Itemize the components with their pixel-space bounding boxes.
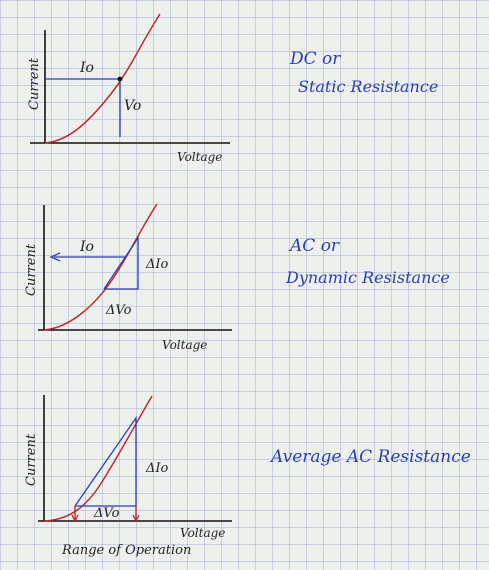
title-1-line1: DC or: [289, 49, 341, 69]
diagram-dc: Current Voltage Io Vo DC or Static Resis…: [27, 13, 438, 164]
delta-current-label-2: ΔIo: [145, 257, 169, 272]
delta-triangle-3: [74, 415, 137, 507]
delta-triangle-2: [103, 235, 139, 290]
xlabel-1: Voltage: [177, 150, 222, 164]
ylabel-2: Current: [24, 243, 39, 296]
title-1-line2: Static Resistance: [298, 77, 438, 96]
range-arrowhead-right-3: [132, 514, 140, 523]
title-2-line2: Dynamic Resistance: [285, 268, 450, 287]
diagram-ac-dynamic: Current Voltage Io ΔIo ΔVo AC or Dynamic…: [24, 203, 450, 352]
ylabel-1: Current: [27, 57, 42, 110]
voltage-label-1: Vo: [124, 98, 141, 114]
current-label-1: Io: [79, 60, 94, 76]
delta-voltage-label-3: ΔVo: [93, 506, 120, 521]
ylabel-3: Current: [24, 433, 39, 486]
title-2-line1: AC or: [288, 236, 340, 256]
iv-curve-3: [43, 395, 153, 522]
iv-curve-2: [43, 203, 158, 331]
xlabel-2: Voltage: [162, 338, 207, 352]
range-label-3: Range of Operation: [61, 543, 191, 558]
operating-point-1: [117, 76, 123, 82]
current-arrowhead-2: [49, 252, 61, 262]
range-arrowhead-left-3: [71, 514, 79, 523]
delta-current-label-3: ΔIo: [145, 461, 169, 476]
current-label-2: Io: [79, 239, 94, 255]
delta-voltage-label-2: ΔVo: [105, 303, 132, 318]
iv-curve-1: [44, 13, 161, 144]
xlabel-3: Voltage: [180, 526, 225, 540]
title-3: Average AC Resistance: [269, 447, 471, 467]
diagram-average-ac: Current Voltage ΔIo ΔVo Range of Operati…: [24, 395, 471, 558]
